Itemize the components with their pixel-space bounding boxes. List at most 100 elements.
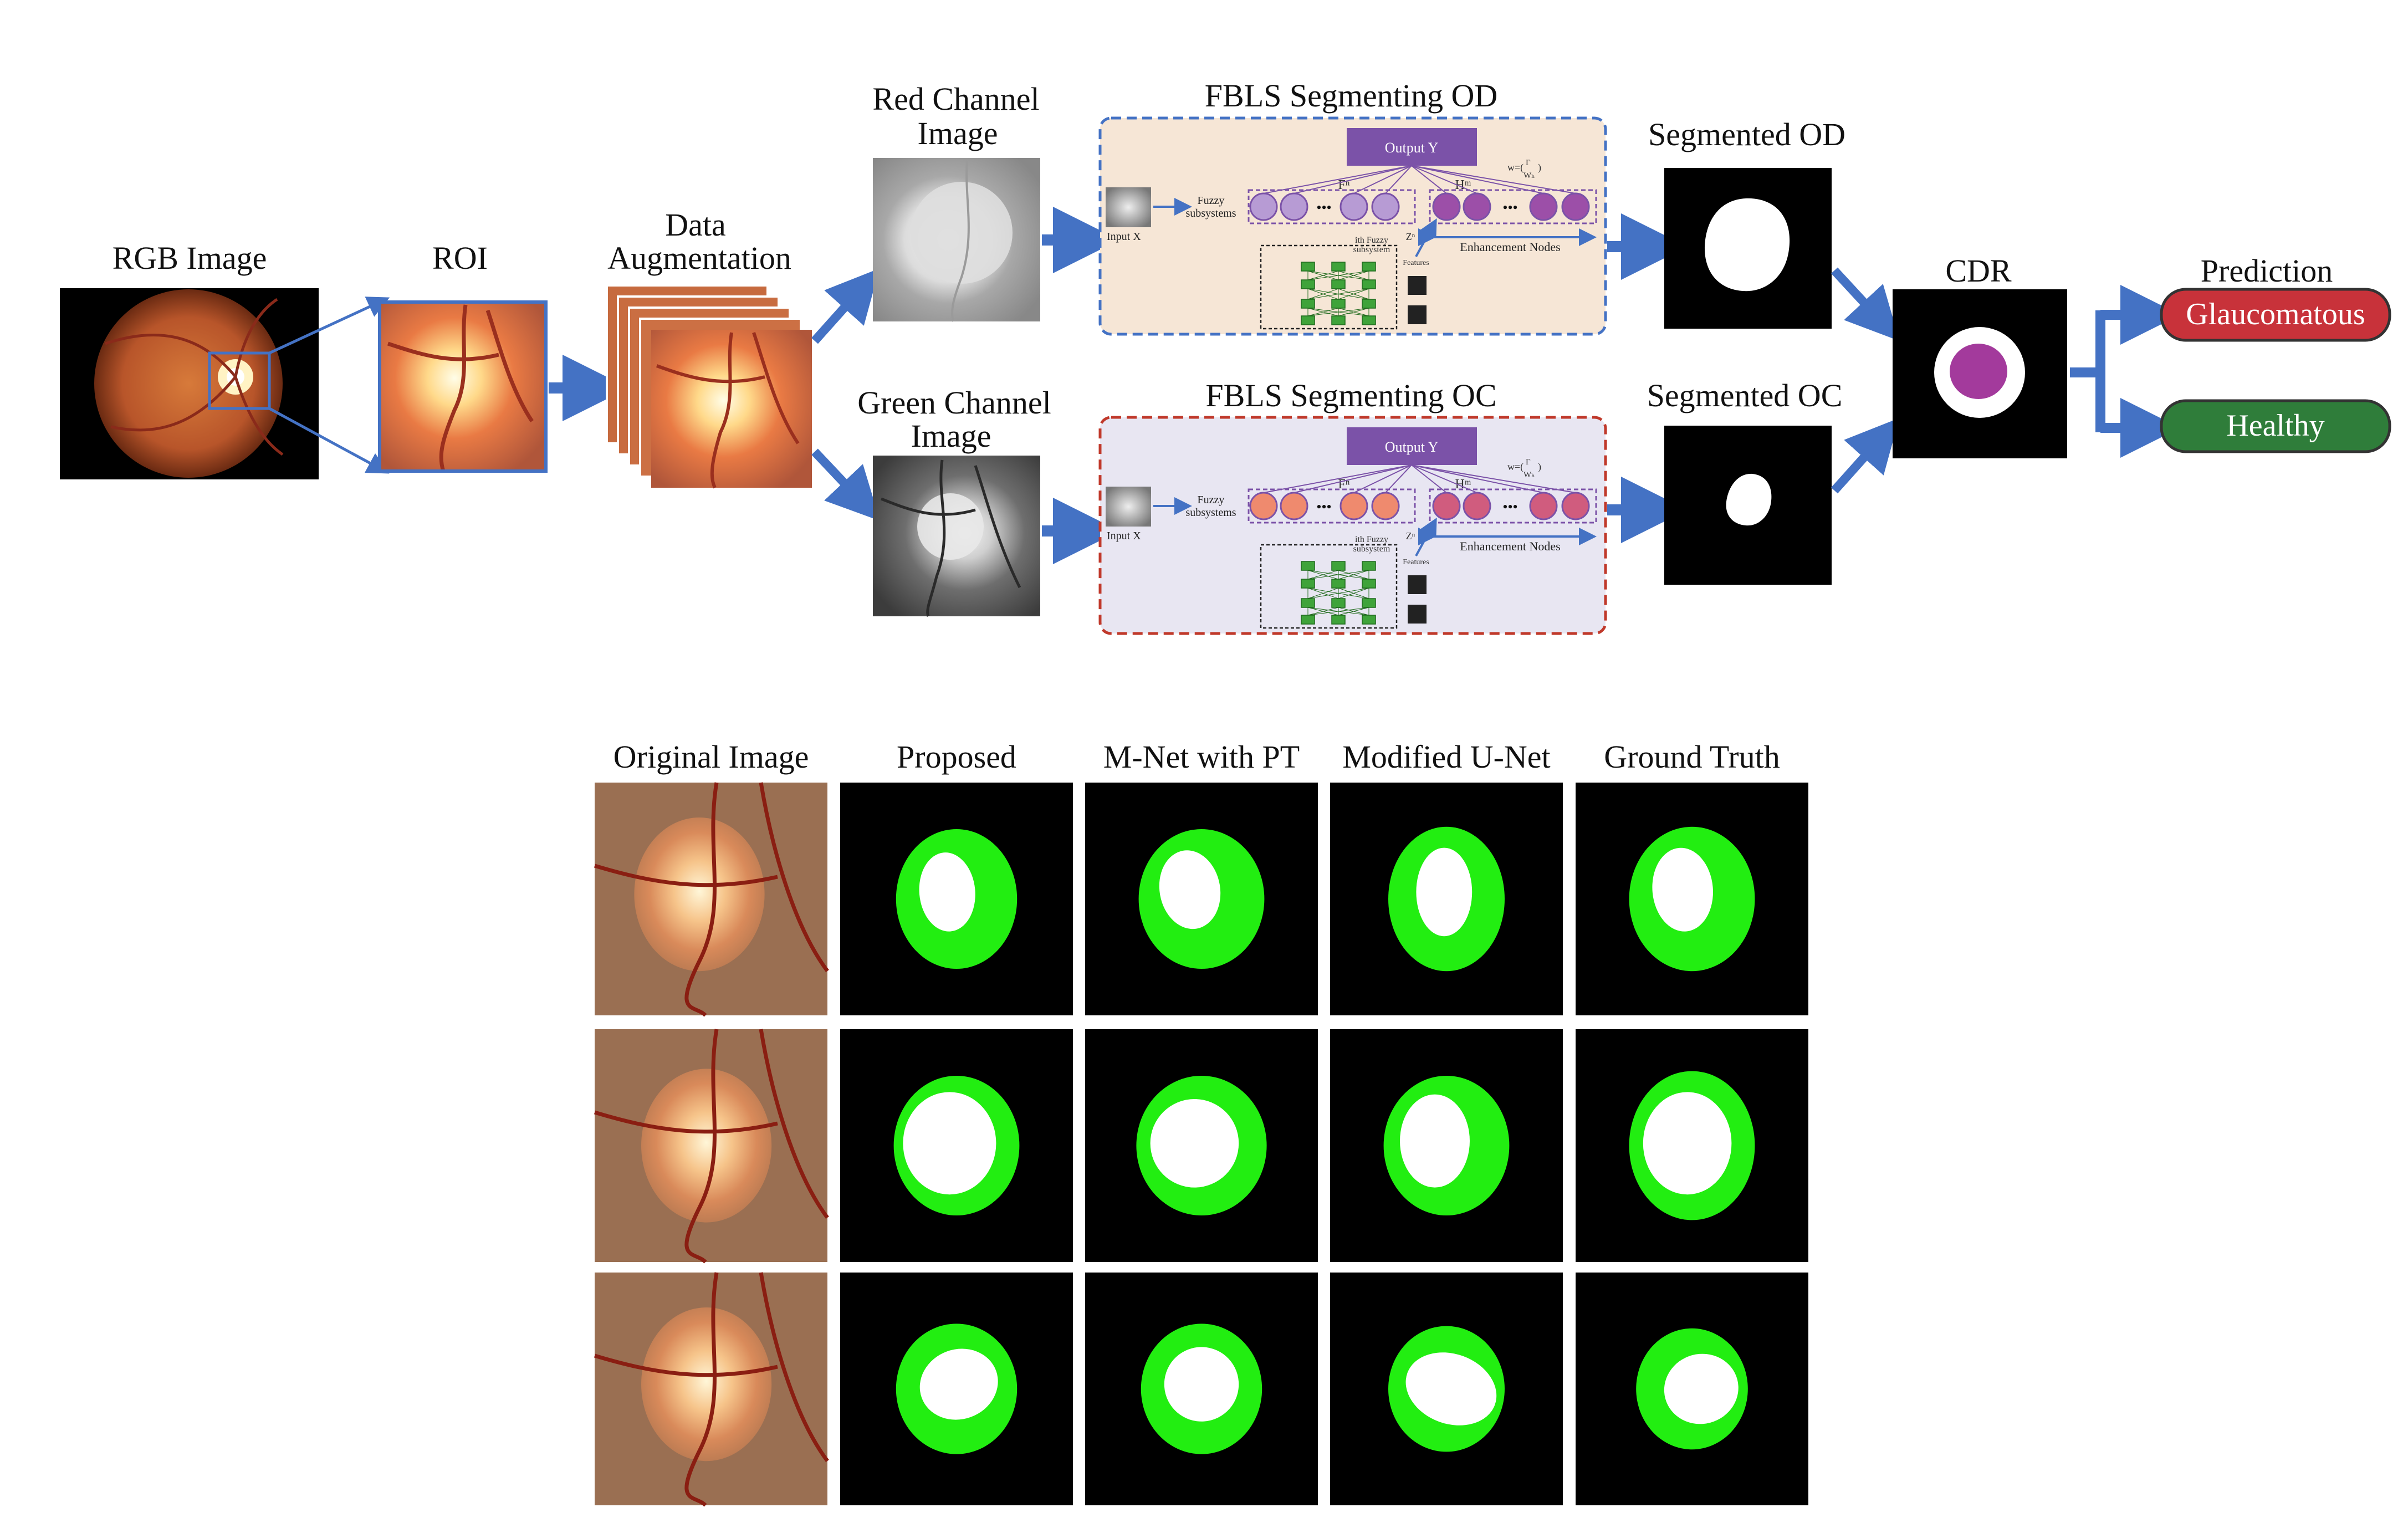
enhancement-node <box>1463 192 1491 221</box>
healthy-text: Healthy <box>2226 408 2324 443</box>
input-thumbnail <box>1106 187 1151 227</box>
red-channel-label-1: Red Channel <box>872 81 1039 117</box>
feature-map <box>1408 305 1427 324</box>
column-header: Ground Truth <box>1604 739 1780 775</box>
segmentation-result <box>1085 1029 1318 1262</box>
fuzzy-node <box>1371 192 1400 221</box>
fuzzy-label: Fuzzy <box>1198 195 1225 207</box>
red-channel-label-2: Image <box>918 115 998 151</box>
green-channel-label-1: Green Channel <box>857 385 1051 421</box>
weights-label: w=( <box>1507 461 1523 473</box>
features-label: Features <box>1403 558 1429 566</box>
segmented-oc-image <box>1664 426 1832 585</box>
fbls-od-title: FBLS Segmenting OD <box>1205 78 1498 114</box>
feature-map <box>1408 605 1427 624</box>
ith-subsystem-label: subsystem <box>1353 245 1390 254</box>
zn-label: Zⁿ <box>1406 231 1415 242</box>
segmentation-result <box>840 783 1073 1015</box>
features-label: Features <box>1403 259 1429 267</box>
enhancement-node <box>1529 492 1558 520</box>
red-channel-image <box>873 158 1040 322</box>
ellipsis: ••• <box>1502 499 1517 515</box>
weights-label-bottom: Wₕ <box>1523 471 1535 479</box>
ellipsis: ••• <box>1316 499 1331 515</box>
zn-label: Zⁿ <box>1406 530 1415 541</box>
column-header: Original Image <box>613 739 809 775</box>
enhancement-node <box>1432 192 1461 221</box>
enhancement-node <box>1561 492 1590 520</box>
green-channel-label-2: Image <box>911 418 991 454</box>
output-y-box <box>1347 427 1477 465</box>
enhancement-node <box>1432 492 1461 520</box>
zoom-line-bottom <box>268 407 390 474</box>
weights-label-bottom: Wₕ <box>1523 171 1535 180</box>
fuzzy-label: Fuzzy <box>1198 494 1225 506</box>
segmentation-result <box>1330 1029 1563 1262</box>
healthy-badge: Healthy <box>2160 399 2391 453</box>
original-image <box>594 1029 829 1264</box>
segmentation-result <box>840 1029 1073 1262</box>
fn-label: Fⁿ <box>1338 477 1350 492</box>
roi-image <box>378 300 548 473</box>
enhancement-nodes-label: Enhancement Nodes <box>1460 240 1560 254</box>
segmentation-result <box>1330 1273 1563 1505</box>
segmentation-result <box>1085 783 1318 1015</box>
glaucomatous-badge: Glaucomatous <box>2160 288 2391 342</box>
fuzzy-node <box>1280 492 1308 520</box>
green-channel-image <box>873 456 1040 617</box>
original-image <box>594 1272 829 1507</box>
arrow-aug-to-green <box>811 448 880 521</box>
segmentation-comparison-grid: Original Image Proposed M-Net with PT Modif… <box>594 739 1808 1507</box>
subsystems-label: subsystems <box>1185 507 1236 519</box>
fn-label: Fⁿ <box>1338 178 1350 192</box>
fuzzy-node <box>1340 492 1368 520</box>
input-x-label: Input X <box>1107 231 1141 243</box>
subsystems-label: subsystems <box>1185 207 1236 219</box>
output-y-text: Output Y <box>1385 140 1439 156</box>
aug-label-2: Augmentation <box>607 240 791 276</box>
prediction-label: Prediction <box>2201 253 2333 289</box>
roi-label: ROI <box>432 240 488 276</box>
ith-subsystem-label: subsystem <box>1353 544 1390 554</box>
rgb-image-label: RGB Image <box>113 240 267 276</box>
ellipsis: ••• <box>1502 200 1517 216</box>
weights-label-top: Γ <box>1526 458 1531 467</box>
column-header: M-Net with PT <box>1103 739 1300 775</box>
segmented-oc-label: Segmented OC <box>1647 377 1843 413</box>
column-header: Proposed <box>897 739 1016 775</box>
segmentation-result <box>1576 1273 1808 1505</box>
enhancement-nodes-label: Enhancement Nodes <box>1460 539 1560 553</box>
fuzzy-node <box>1371 492 1400 520</box>
ith-fuzzy-label: ith Fuzzy <box>1355 236 1388 245</box>
fbls-oc-title: FBLS Segmenting OC <box>1205 377 1496 413</box>
glaucomatous-text: Glaucomatous <box>2186 297 2365 331</box>
ellipsis: ••• <box>1316 200 1331 216</box>
weights-label-close: ) <box>1538 162 1541 173</box>
ith-fuzzy-label: ith Fuzzy <box>1355 535 1388 544</box>
weights-label-top: Γ <box>1526 159 1531 167</box>
original-image <box>594 782 829 1017</box>
enhancement-node <box>1561 192 1590 221</box>
weights-label: w=( <box>1507 162 1523 173</box>
augmented-image-stack <box>606 284 812 489</box>
fuzzy-node <box>1249 492 1278 520</box>
arrow-oc-to-cdr <box>1831 418 1900 494</box>
prediction-bracket <box>2070 285 2180 458</box>
segmented-od-label: Segmented OD <box>1648 116 1845 152</box>
enhancement-node <box>1529 192 1558 221</box>
feature-map <box>1408 575 1427 594</box>
arrow-aug-to-red <box>811 268 880 344</box>
zoom-line-top <box>268 297 390 355</box>
cdr-label: CDR <box>1945 253 2012 289</box>
segmentation-result <box>1330 783 1563 1015</box>
enhancement-node <box>1463 492 1491 520</box>
column-header: Modified U-Net <box>1342 739 1550 775</box>
output-y-box <box>1347 128 1477 166</box>
output-y-text: Output Y <box>1385 439 1439 455</box>
arrow-od-to-cdr <box>1831 267 1900 341</box>
segmentation-result <box>1576 1029 1808 1262</box>
segmented-od-image <box>1664 168 1832 329</box>
